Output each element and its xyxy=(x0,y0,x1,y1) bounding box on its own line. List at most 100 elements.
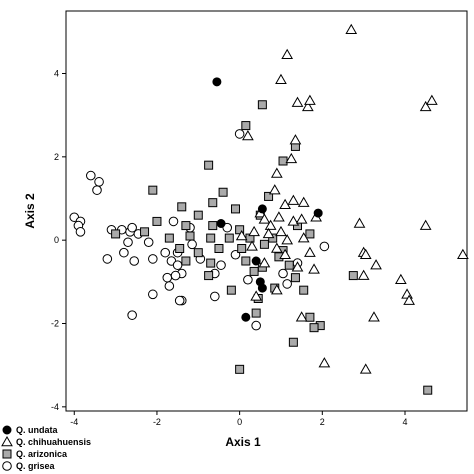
point-undata xyxy=(257,283,267,293)
x-tick-label: -4 xyxy=(70,417,78,427)
point-grisea xyxy=(127,310,137,320)
point-arizonica xyxy=(284,260,294,270)
point-chihuahuensis xyxy=(262,227,275,239)
point-grisea xyxy=(102,254,113,264)
point-chihuahuensis xyxy=(457,248,469,259)
legend: Q. undata Q. chihuahuensis Q. arizonica Q. … xyxy=(1,425,91,471)
y-tick-label: 0 xyxy=(54,235,59,245)
point-arizonica xyxy=(237,244,247,253)
point-arizonica xyxy=(348,271,358,281)
point-grisea xyxy=(282,279,292,289)
ticks-layer: -4 -2 0 2 4 -4 -2 0 2 4 xyxy=(51,69,408,428)
point-chihuahuensis xyxy=(270,167,283,178)
point-arizonica xyxy=(264,191,274,201)
point-arizonica xyxy=(235,364,245,374)
point-chihuahuensis xyxy=(419,100,432,112)
point-arizonica xyxy=(299,285,309,295)
point-chihuahuensis xyxy=(246,240,258,251)
point-arizonica xyxy=(218,187,228,197)
point-grisea xyxy=(174,295,185,306)
point-chihuahuensis xyxy=(270,284,283,295)
point-chihuahuensis xyxy=(301,100,314,112)
point-arizonica xyxy=(140,227,150,237)
point-chihuahuensis xyxy=(345,23,358,34)
point-arizonica xyxy=(214,244,224,253)
point-grisea xyxy=(119,247,129,258)
point-arizonica xyxy=(257,100,267,110)
legend-marker xyxy=(2,449,12,459)
point-chihuahuensis xyxy=(291,261,304,272)
point-grisea xyxy=(168,216,179,227)
point-arizonica xyxy=(224,233,234,243)
point-grisea xyxy=(243,274,253,285)
point-chihuahuensis xyxy=(279,198,291,209)
point-grisea xyxy=(164,281,175,291)
point-arizonica xyxy=(206,258,216,268)
point-chihuahuensis xyxy=(295,311,308,322)
point-chihuahuensis xyxy=(368,311,380,322)
point-chihuahuensis xyxy=(264,219,277,230)
point-grisea xyxy=(234,129,245,139)
point-undata xyxy=(313,208,323,218)
legend-marker xyxy=(2,461,12,471)
point-chihuahuensis xyxy=(250,290,263,301)
point-chihuahuensis xyxy=(353,217,366,228)
point-grisea xyxy=(129,256,140,266)
point-grisea xyxy=(319,241,330,252)
point-chihuahuensis xyxy=(248,225,260,237)
x-tick-label: 0 xyxy=(237,417,242,427)
point-undata xyxy=(212,77,222,87)
point-chihuahuensis xyxy=(279,248,291,259)
point-arizonica xyxy=(305,229,315,239)
point-arizonica xyxy=(305,312,315,322)
point-chihuahuensis xyxy=(285,152,298,164)
point-grisea xyxy=(172,260,183,270)
point-grisea xyxy=(127,222,137,233)
point-chihuahuensis xyxy=(273,211,285,222)
point-arizonica xyxy=(181,221,191,231)
point-chihuahuensis xyxy=(258,257,271,268)
point-arizonica xyxy=(208,198,218,208)
point-grisea xyxy=(75,227,86,237)
y-tick-label: -2 xyxy=(51,319,59,329)
point-arizonica xyxy=(164,233,174,243)
x-tick-label: -2 xyxy=(153,417,161,427)
point-arizonica xyxy=(185,231,195,241)
point-chihuahuensis xyxy=(297,232,310,243)
point-arizonica xyxy=(278,156,288,166)
point-chihuahuensis xyxy=(359,363,372,374)
points-layer xyxy=(69,23,469,395)
point-chihuahuensis xyxy=(370,259,382,270)
point-arizonica xyxy=(204,160,214,170)
point-chihuahuensis xyxy=(258,213,271,224)
point-arizonica xyxy=(423,385,433,395)
plot-frame xyxy=(65,10,468,412)
point-arizonica xyxy=(175,244,185,253)
legend-label: Q. undata xyxy=(16,425,58,435)
point-grisea xyxy=(210,291,220,302)
point-chihuahuensis xyxy=(297,196,310,207)
point-chihuahuensis xyxy=(357,269,370,280)
point-arizonica xyxy=(152,216,162,226)
point-chihuahuensis xyxy=(295,213,308,224)
point-arizonica xyxy=(249,266,259,276)
point-chihuahuensis xyxy=(304,94,316,105)
legend-label: Q. arizonica xyxy=(16,449,68,459)
point-grisea xyxy=(278,268,288,279)
point-arizonica xyxy=(193,210,203,220)
point-arizonica xyxy=(251,308,261,318)
point-grisea xyxy=(92,185,102,195)
point-grisea xyxy=(251,320,261,331)
point-chihuahuensis xyxy=(275,225,287,237)
point-arizonica xyxy=(226,285,236,295)
point-arizonica xyxy=(288,337,298,347)
x-tick-label: 4 xyxy=(402,417,407,427)
point-undata xyxy=(251,256,261,266)
point-grisea xyxy=(187,239,197,250)
y-axis-label: Axis 2 xyxy=(23,193,37,229)
y-tick-label: 4 xyxy=(54,69,59,79)
point-chihuahuensis xyxy=(287,194,300,205)
point-chihuahuensis xyxy=(394,273,407,284)
point-arizonica xyxy=(206,233,216,243)
